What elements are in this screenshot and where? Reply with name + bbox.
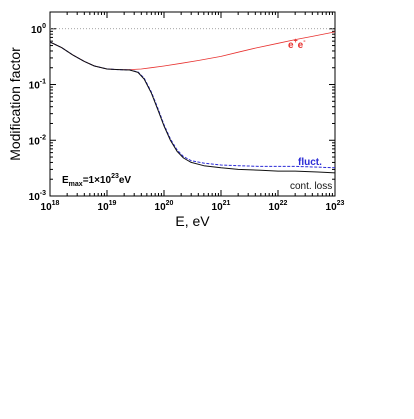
x-tick-label: 1018 (41, 200, 60, 213)
x-tick-label: 1023 (326, 200, 345, 213)
x-tick-labels: 1018 1019 1020 1021 1022 1023 (41, 200, 345, 213)
x-tick-label: 1022 (269, 200, 288, 213)
x-tick-label: 1019 (98, 200, 117, 213)
x-axis-title: E, eV (175, 213, 210, 229)
series-line-1 (49, 41, 336, 169)
series-labels: e+e-fluct. cont. loss (288, 38, 332, 192)
plot-frame (49, 11, 336, 197)
minor-ticks (49, 11, 335, 197)
series-label-fluct: fluct. (298, 157, 322, 168)
y-tick-label: 100 (31, 23, 46, 36)
y-tick-label: 10-1 (29, 79, 46, 92)
y-axis-title: Modification factor (7, 47, 23, 161)
x-tick-label: 1020 (155, 200, 174, 213)
y-tick-label: 10-2 (29, 134, 46, 147)
series-label-ee: e+e- (288, 38, 306, 51)
emax-annotation: Emax=1×1023eV (62, 173, 131, 188)
y-tick-label: 10-3 (29, 190, 46, 203)
series-label-cont-loss: cont. loss (290, 181, 332, 192)
x-tick-label: 1021 (212, 200, 231, 213)
series-line-2 (49, 41, 336, 174)
series-layer (49, 31, 336, 174)
y-tick-labels: 10-3 10-2 10-1 100 (29, 23, 46, 203)
